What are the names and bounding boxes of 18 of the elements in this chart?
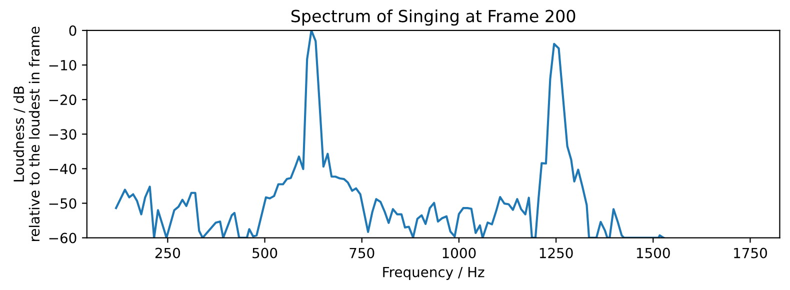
x-axis-title: Frequency / Hz — [383, 266, 484, 280]
y-tick-label: −40 — [49, 164, 76, 174]
x-tick-label: 1250 — [540, 248, 573, 258]
y-tick-label: −30 — [49, 129, 76, 140]
y-tick-label: −60 — [49, 232, 76, 244]
y-tick-label: 0 — [69, 25, 76, 36]
chart-title: Spectrum of Singing at Frame 200 — [291, 9, 576, 26]
x-tick-label: 750 — [350, 248, 374, 258]
line-series — [114, 30, 665, 238]
y-tick-label: −10 — [49, 60, 76, 70]
x-tick-label: 500 — [252, 248, 278, 258]
y-tick-label: −20 — [49, 94, 76, 106]
x-tick-label: 1750 — [734, 248, 767, 258]
y-tick-label: −50 — [49, 198, 76, 209]
x-tick-label: 250 — [155, 248, 180, 258]
x-tick-label: 1500 — [636, 248, 670, 258]
y-axis-title: Loudness / dB relative to the loudest in frame — [13, 26, 40, 241]
x-tick-label: 1000 — [442, 248, 476, 258]
